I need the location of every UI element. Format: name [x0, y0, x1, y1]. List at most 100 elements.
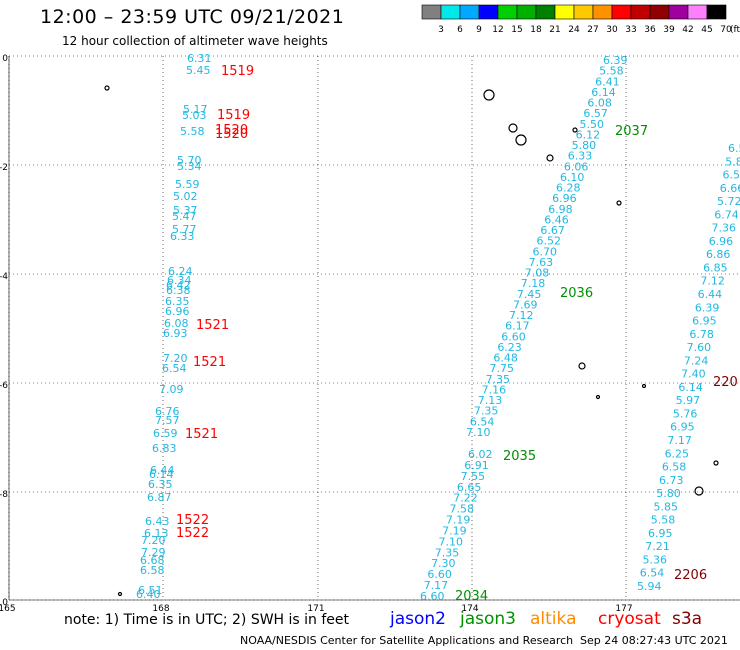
wave-height-value: 6.68 [140, 554, 165, 567]
wave-height-value: 6.35 [148, 478, 173, 491]
wave-height-value: 5.77 [172, 223, 197, 236]
wave-height-value: 5.03 [182, 109, 207, 122]
map-grid [8, 55, 740, 601]
wave-height-value: 6.57 [583, 107, 608, 120]
wave-height-value: 6.33 [170, 230, 195, 243]
wave-height-value: 5.17 [183, 103, 208, 116]
wave-height-value: 7.12 [700, 275, 725, 288]
x-tick-label: 165 [0, 604, 16, 614]
island-outline [578, 362, 586, 370]
legend-item-altika: altika [530, 609, 577, 629]
wave-height-value: 5.02 [173, 190, 198, 203]
colorbar-label: 9 [476, 25, 482, 35]
colorbar-label: 70 [720, 25, 732, 35]
wave-height-value: 7.16 [482, 383, 507, 396]
wave-height-value: 6.86 [706, 248, 731, 261]
wave-height-value: 5.59 [175, 178, 200, 191]
wave-height-value: 6.13 [144, 527, 169, 540]
axis-ticks: 165 168 171 174 177 0 -2 -4 -6 -8 -10 [0, 54, 633, 614]
colorbar-swatch [706, 4, 727, 20]
wave-height-value: 6.59 [153, 427, 178, 440]
wave-height-value: 7.30 [431, 557, 456, 570]
wave-height-value: 6.54 [640, 567, 665, 580]
wave-height-value: 7.17 [667, 434, 692, 447]
wave-height-value: 6.60 [420, 590, 445, 603]
island-outline [616, 200, 622, 206]
island-outline [572, 127, 578, 133]
wave-height-value: 6.52 [536, 235, 561, 248]
wave-height-value: 6.54 [470, 415, 495, 428]
wave-height-value: 5.37 [173, 204, 198, 217]
wave-height-value: 6.85 [703, 261, 728, 274]
wave-height-value: 6.06 [564, 160, 589, 173]
wave-height-value: 7.13 [478, 394, 503, 407]
colorbar-label: 24 [568, 25, 580, 35]
colorbar-label: 30 [606, 25, 618, 35]
wave-height-value: 7.12 [509, 309, 534, 322]
wave-height-value: 6.54 [162, 362, 187, 375]
wave-height-values: 6.315.45 5.175.03 5.58 5.705.34 5.595.025.37… [136, 52, 740, 603]
island-outline [515, 134, 527, 146]
y-tick-label: -6 [0, 381, 8, 391]
wave-height-value: 6.24 [168, 265, 193, 278]
wave-height-value: 5.58 [599, 65, 624, 78]
wave-height-value: 6.14 [591, 86, 616, 99]
island-outline [117, 591, 123, 597]
colorbar-label: 6 [457, 25, 463, 35]
pass-label: 2034 [455, 589, 488, 604]
pass-label: 1519 [217, 108, 250, 123]
wave-height-value: 6.46 [544, 213, 569, 226]
wave-height-value: 6.95 [692, 315, 717, 328]
wave-height-value: 5.76 [673, 407, 698, 420]
colorbar-label: 27 [587, 25, 598, 35]
wave-height-value: 7.75 [489, 362, 514, 375]
wave-height-value: 7.19 [442, 524, 467, 537]
wave-height-value: 6.43 [145, 515, 170, 528]
island-outline [694, 486, 704, 496]
pass-label: 2206 [674, 568, 707, 583]
wave-height-value: 6.78 [689, 328, 714, 341]
footer-note: note: 1) Time is in UTC; 2) SWH is in fe… [64, 612, 350, 628]
wave-height-value: 7.55 [461, 470, 486, 483]
wave-height-value: 7.35 [435, 546, 460, 559]
wave-height-value: 7.60 [687, 341, 712, 354]
island-outline [483, 89, 495, 101]
x-tick-label: 168 [152, 604, 169, 614]
wave-height-value: 5.36 [643, 553, 668, 566]
wave-height-value: 7.36 [711, 222, 736, 235]
wave-height-value: 6.41 [595, 75, 620, 88]
wave-height-value: 6.12 [576, 128, 601, 141]
wave-height-value: 5.45 [186, 64, 211, 77]
wave-height-value: 7.20 [141, 534, 166, 547]
wave-height-value: 7.08 [525, 267, 550, 280]
y-tick-label: -8 [0, 490, 8, 500]
wave-height-value: 6.93 [163, 327, 188, 340]
wave-height-value: 6.34 [167, 274, 192, 287]
colorbar-label: 12 [492, 25, 503, 35]
colorbar-unit: (ft) [730, 25, 740, 35]
pass-labels: 1519151915201520152115211521152215222037… [176, 64, 738, 604]
pass-label: 2035 [503, 449, 536, 464]
island-outline [713, 460, 719, 466]
legend-item-jason3: jason3 [460, 609, 516, 629]
wave-height-value: 6.08 [587, 97, 612, 110]
wave-height-value: 6.60 [501, 330, 526, 343]
wave-height-value: 6.67 [540, 224, 565, 237]
wave-height-value: 7.69 [513, 298, 538, 311]
pass-label: 2037 [615, 124, 648, 139]
wave-height-value: 6.23 [497, 341, 522, 354]
pass-label: 1522 [176, 526, 209, 541]
wave-height-value: 5.72 [717, 195, 740, 208]
wave-height-value: 6.40 [136, 588, 161, 601]
wave-height-value: 6.31 [187, 52, 212, 65]
wave-height-value: 6.39 [603, 54, 628, 67]
wave-height-value: 5.50 [580, 118, 605, 131]
wave-height-value: 7.29 [141, 546, 166, 559]
wave-height-value: 7.10 [438, 535, 463, 548]
wave-height-value: 7.57 [155, 414, 180, 427]
wave-height-value: 6.44 [150, 464, 175, 477]
colorbar-label: 21 [549, 25, 560, 35]
wave-height-value: 6.48 [493, 352, 518, 365]
generated-timestamp: Sep 24 08:27:43 UTC 2021 [580, 634, 728, 647]
